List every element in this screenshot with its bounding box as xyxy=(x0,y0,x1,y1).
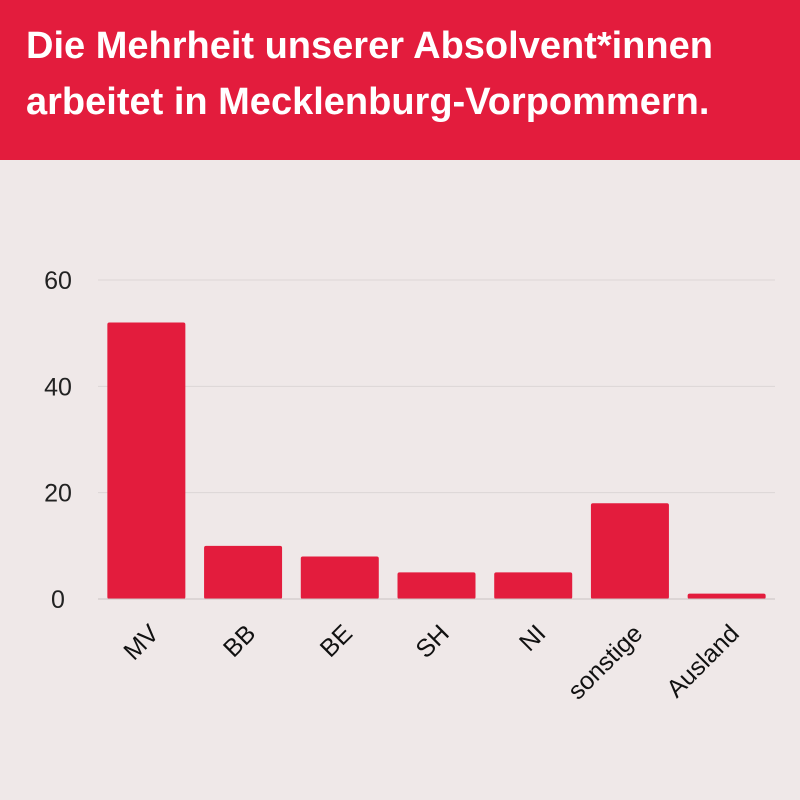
bar-bb xyxy=(204,545,283,599)
x-tick-label: BB xyxy=(218,619,261,662)
bar-sonstige xyxy=(590,503,669,599)
x-tick-label: MV xyxy=(118,619,165,666)
chart-title: Die Mehrheit unserer Absolvent*innen arb… xyxy=(26,25,713,123)
x-tick-label: Ausland xyxy=(661,619,745,703)
bar-ni xyxy=(494,572,573,599)
bar-chart: 0 20 40 60 MV BB BE SH NI sonstige Ausland xyxy=(44,267,775,705)
bar-be xyxy=(300,556,379,599)
x-tick-label: NI xyxy=(514,619,551,656)
bar-ausland xyxy=(687,593,766,599)
x-axis: MV BB BE SH NI sonstige Ausland xyxy=(118,619,745,705)
bars xyxy=(107,322,766,599)
gridlines xyxy=(98,279,775,494)
x-tick-label: BE xyxy=(315,619,358,662)
y-tick-label: 60 xyxy=(44,267,72,295)
x-tick-label: SH xyxy=(410,619,454,663)
bar-sh xyxy=(397,572,476,599)
x-tick-label: sonstige xyxy=(563,619,649,705)
y-tick-label: 40 xyxy=(44,373,72,401)
title-banner: Die Mehrheit unserer Absolvent*innen arb… xyxy=(0,0,800,160)
y-tick-label: 20 xyxy=(44,480,72,508)
y-tick-label: 0 xyxy=(51,586,65,614)
bar-mv xyxy=(107,322,186,599)
y-axis: 0 20 40 60 xyxy=(44,267,72,614)
